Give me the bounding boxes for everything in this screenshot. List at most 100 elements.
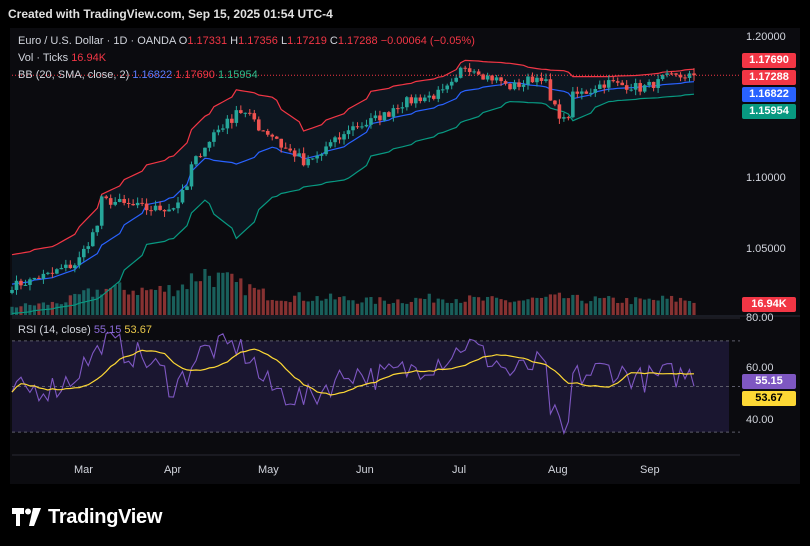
candle-body	[162, 209, 167, 212]
candle-body	[203, 147, 207, 157]
volume-bar	[477, 297, 481, 315]
month-sep: Sep	[640, 464, 660, 476]
candle-body	[185, 186, 189, 190]
volume-bar	[28, 304, 32, 315]
candle-body	[333, 137, 337, 143]
candle-body	[351, 126, 355, 131]
candle-body	[665, 73, 669, 75]
candle-body	[41, 273, 46, 279]
tradingview-logo[interactable]: TradingView	[12, 505, 162, 529]
volume-bar	[185, 289, 189, 315]
candle-body	[615, 81, 620, 83]
candle-body	[400, 107, 405, 109]
volume-bar	[118, 282, 122, 315]
volume-bar	[153, 289, 158, 315]
volume-bar	[687, 300, 692, 315]
candle-body	[144, 203, 149, 211]
candle-body	[158, 205, 162, 210]
volume-bar	[436, 298, 440, 315]
volume-bar	[252, 287, 256, 315]
candle-body	[396, 108, 400, 110]
candle-body	[521, 84, 526, 87]
candle-body	[431, 95, 436, 99]
volume-bar	[171, 296, 176, 315]
volume-bar	[324, 298, 328, 315]
volume-bar	[306, 301, 310, 315]
bb-middle-line	[11, 81, 695, 285]
price-tick-1-20: 1.20000	[746, 31, 786, 43]
volume-bar	[486, 296, 490, 315]
candle-body	[409, 97, 414, 104]
volume-bar	[275, 300, 279, 315]
candle-body	[46, 272, 50, 274]
candle-body	[248, 112, 252, 114]
candle-body	[59, 267, 64, 270]
candle-body	[678, 74, 683, 78]
volume-bar	[441, 299, 445, 315]
candle-body	[239, 110, 243, 113]
candle-body	[234, 110, 239, 123]
candle-body	[68, 264, 73, 269]
candle-body	[651, 81, 656, 89]
candle-body	[418, 97, 423, 102]
candle-body	[319, 154, 324, 156]
volume-bar	[23, 303, 28, 315]
volume-bar	[176, 290, 180, 315]
volume-bar	[198, 281, 203, 315]
volume-bar	[55, 303, 59, 315]
rsi-tick-40: 40.00	[746, 414, 774, 426]
volume-bar	[494, 297, 499, 315]
volume-bar	[64, 302, 68, 315]
candle-body	[37, 277, 41, 279]
volume-bar	[472, 296, 476, 315]
candle-body	[261, 130, 266, 132]
candle-body	[490, 75, 494, 81]
candle-body	[301, 153, 306, 166]
rsi-line	[11, 331, 695, 435]
volume-bar	[481, 300, 485, 315]
candle-body	[346, 130, 351, 135]
candle-body	[113, 201, 117, 205]
volume-bar	[414, 297, 418, 315]
candle-body	[265, 130, 270, 135]
volume-bar	[665, 298, 669, 315]
candle-body	[387, 112, 391, 117]
volume-bar	[391, 302, 395, 315]
candle-body	[476, 71, 481, 75]
volume-bar	[46, 304, 50, 315]
bb-fill	[12, 60, 694, 314]
candle-body	[86, 246, 91, 249]
candle-body	[584, 91, 589, 94]
candle-body	[64, 264, 68, 268]
volume-bar	[234, 282, 238, 315]
candle-body	[405, 97, 409, 108]
volume-bar	[409, 301, 413, 315]
candle-body	[414, 97, 418, 104]
volume-bar	[239, 278, 243, 315]
volume-bar	[674, 301, 678, 315]
volume-bar	[91, 296, 95, 315]
candle-body	[499, 77, 503, 82]
candle-body	[153, 205, 158, 211]
volume-bar	[566, 298, 570, 315]
legend-l-label: L	[280, 35, 288, 47]
volume-bar	[530, 297, 535, 315]
candle-body	[575, 91, 580, 94]
volume-bar	[656, 300, 660, 315]
candle-body	[117, 198, 122, 202]
legend-bb: BB (20, SMA, close, 2) 1.16822 1.17690 1…	[18, 69, 258, 81]
volume-bar	[140, 287, 144, 315]
volume-bar	[221, 272, 225, 315]
volume-bar	[378, 297, 382, 315]
candle-body	[553, 100, 557, 105]
volume-bar	[333, 299, 337, 315]
candle-body	[512, 82, 517, 90]
volume-bar	[248, 284, 252, 315]
volume-bar	[373, 303, 378, 315]
volume-bar	[203, 268, 207, 315]
legend-symbol: Euro / U.S. Dollar · 1D · OANDA	[18, 35, 176, 47]
candle-body	[81, 248, 86, 258]
candle-body	[494, 77, 499, 81]
volume-bar	[643, 299, 647, 315]
